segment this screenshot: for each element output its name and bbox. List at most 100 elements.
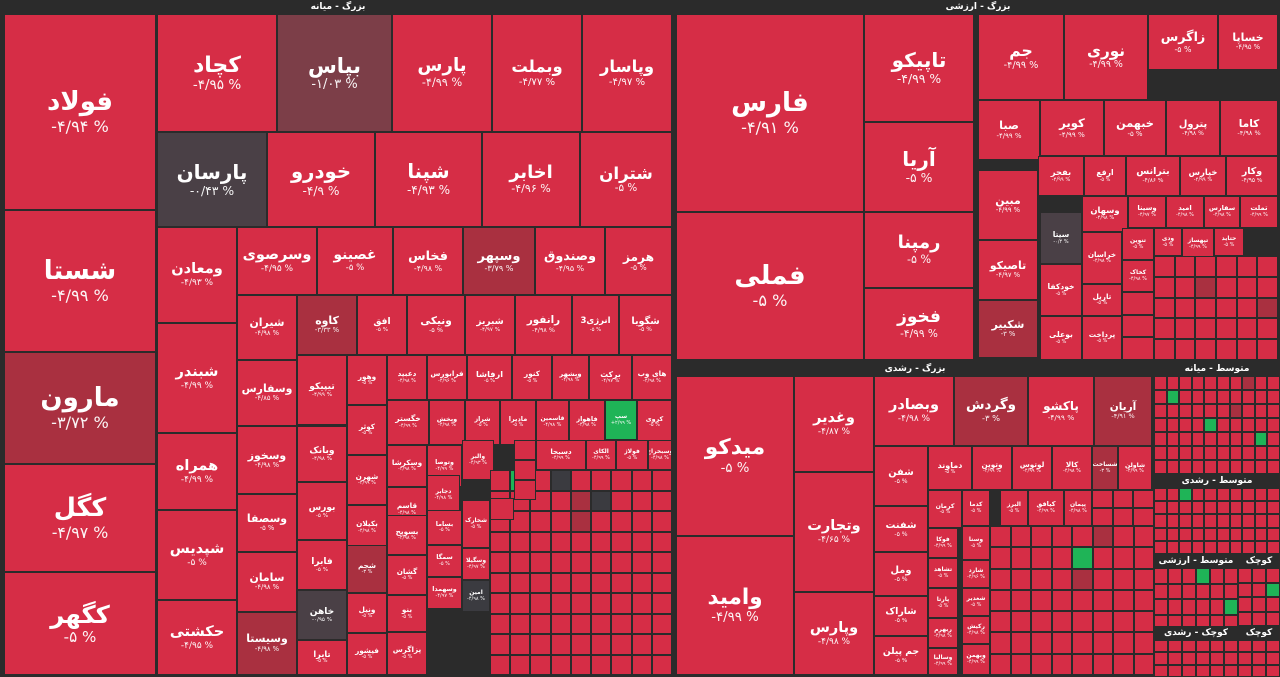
treemap-cell[interactable] (1174, 276, 1196, 298)
treemap-tile[interactable]: کوثر -۵ % (347, 405, 387, 455)
treemap-cell[interactable] (490, 531, 511, 552)
treemap-cell[interactable] (1133, 653, 1154, 675)
treemap-cell[interactable] (1195, 256, 1216, 277)
treemap-cell[interactable] (651, 593, 672, 614)
treemap-tile[interactable]: همراه -۴/۹۹ % (157, 433, 237, 510)
treemap-tile[interactable]: شاولن -۴/۹۹ % (1118, 446, 1152, 490)
treemap-cell[interactable] (1254, 404, 1268, 418)
treemap-cell[interactable] (1204, 376, 1217, 390)
treemap-cell[interactable] (1217, 446, 1230, 460)
treemap-cell[interactable] (1204, 446, 1217, 460)
treemap-cell[interactable] (1166, 376, 1180, 390)
treemap-cell[interactable] (1204, 488, 1217, 502)
treemap-cell[interactable] (1168, 599, 1182, 615)
treemap-cell[interactable] (1217, 514, 1230, 528)
treemap-cell[interactable] (550, 654, 571, 675)
treemap-cell[interactable] (591, 511, 612, 532)
treemap-cell[interactable] (1092, 568, 1113, 590)
treemap-cell[interactable] (1122, 292, 1154, 315)
treemap-cell[interactable] (1236, 318, 1258, 340)
treemap-tile[interactable]: شغدیر -۵ % (962, 588, 990, 616)
treemap-cell[interactable] (1191, 390, 1205, 404)
treemap-cell[interactable] (631, 572, 652, 593)
treemap-cell[interactable] (1179, 501, 1192, 515)
treemap-cell[interactable] (1072, 547, 1093, 569)
treemap-cell[interactable] (1112, 490, 1134, 508)
treemap-cell[interactable] (1266, 582, 1280, 597)
treemap-cell[interactable] (510, 531, 531, 552)
treemap-cell[interactable] (1031, 611, 1052, 633)
treemap-tile[interactable]: فخاس -۴/۹۸ % (393, 227, 463, 295)
treemap-cell[interactable] (510, 654, 531, 675)
treemap-cell[interactable] (510, 572, 531, 593)
treemap-cell[interactable] (1092, 508, 1113, 526)
treemap-cell[interactable] (1179, 540, 1192, 554)
treemap-tile[interactable]: سیتا -۰/۴ % (1040, 212, 1082, 264)
treemap-cell[interactable] (631, 531, 652, 552)
treemap-cell[interactable] (1267, 488, 1280, 502)
treemap-tile[interactable]: بنو -۵ % (387, 595, 427, 632)
treemap-cell[interactable] (990, 653, 1011, 675)
treemap-cell[interactable] (1196, 583, 1210, 600)
treemap-cell[interactable] (570, 552, 592, 573)
treemap-cell[interactable] (1195, 339, 1216, 360)
treemap-cell[interactable] (530, 572, 551, 593)
treemap-cell[interactable] (1051, 632, 1072, 654)
treemap-tile[interactable]: دجابر -۴/۹۸ % (427, 475, 460, 515)
treemap-cell[interactable] (1182, 583, 1196, 600)
treemap-tile[interactable]: وپارس -۴/۹۸ % (794, 592, 874, 675)
treemap-cell[interactable] (1051, 611, 1072, 633)
treemap-tile[interactable]: کگهر -۵ % (4, 572, 156, 675)
treemap-cell[interactable] (1196, 568, 1210, 584)
treemap-cell[interactable] (1238, 568, 1252, 583)
treemap-tile[interactable]: سپ +۲/۹۹ % (605, 400, 637, 440)
treemap-cell[interactable] (1154, 460, 1167, 474)
treemap-tile[interactable]: تاصیکو -۴/۹۷ % (978, 240, 1038, 300)
treemap-cell[interactable] (1072, 589, 1093, 612)
treemap-cell[interactable] (1179, 527, 1192, 541)
treemap-cell[interactable] (1166, 390, 1180, 404)
treemap-cell[interactable] (1238, 640, 1252, 653)
treemap-cell[interactable] (1236, 297, 1258, 319)
treemap-tile[interactable]: وهور -۵ % (347, 355, 387, 405)
treemap-cell[interactable] (1154, 640, 1168, 653)
treemap-tile[interactable]: مادیرا -۵ % (500, 400, 536, 445)
treemap-tile[interactable]: وسفارس -۴/۸۵ % (237, 360, 297, 426)
treemap-tile[interactable]: دسبحا -۴/۹۹ % (536, 440, 586, 470)
treemap-cell[interactable] (510, 552, 531, 573)
treemap-cell[interactable] (1254, 432, 1268, 446)
treemap-cell[interactable] (1031, 568, 1052, 590)
treemap-cell[interactable] (1252, 611, 1266, 626)
treemap-cell[interactable] (1252, 568, 1266, 583)
treemap-tile[interactable]: غصینو -۵ % (317, 227, 393, 295)
treemap-cell[interactable] (1217, 376, 1230, 390)
treemap-cell[interactable] (1133, 526, 1154, 548)
treemap-tile[interactable]: فخوز -۴/۹۹ % (864, 288, 974, 360)
treemap-tile[interactable]: خپارس -۴/۹۹ % (1180, 156, 1226, 196)
treemap-cell[interactable] (1133, 568, 1154, 590)
treemap-tile[interactable]: جم -۴/۹۹ % (978, 14, 1064, 100)
treemap-cell[interactable] (1182, 664, 1196, 677)
treemap-cell[interactable] (1217, 418, 1230, 432)
treemap-cell[interactable] (990, 632, 1011, 654)
treemap-tile[interactable]: پرداخت -۵ % (1082, 316, 1122, 360)
treemap-cell[interactable] (1031, 526, 1052, 548)
treemap-cell[interactable] (1224, 652, 1238, 665)
treemap-tile[interactable]: وبملت -۴/۷۷ % (492, 14, 582, 132)
treemap-tile[interactable]: وسیستا -۴/۹۸ % (237, 612, 297, 675)
treemap-cell[interactable] (1267, 514, 1280, 528)
treemap-cell[interactable] (1254, 460, 1268, 474)
treemap-tile[interactable]: وپاسار -۴/۹۷ % (582, 14, 672, 132)
treemap-tile[interactable]: شساخت -۳ % (1092, 446, 1118, 490)
treemap-cell[interactable] (1191, 540, 1205, 554)
treemap-cell[interactable] (1113, 547, 1134, 569)
treemap-cell[interactable] (1266, 640, 1280, 653)
treemap-tile[interactable]: وسگیلا -۴/۹۷ % (462, 548, 490, 580)
treemap-cell[interactable] (591, 613, 612, 634)
treemap-cell[interactable] (1210, 652, 1224, 665)
treemap-cell[interactable] (1133, 611, 1154, 633)
treemap-cell[interactable] (1179, 460, 1192, 474)
treemap-tile[interactable]: رکیش -۴/۹۸ % (962, 616, 990, 644)
treemap-tile[interactable]: وسینا -۴/۹۷ % (1128, 196, 1166, 228)
treemap-cell[interactable] (651, 613, 672, 634)
